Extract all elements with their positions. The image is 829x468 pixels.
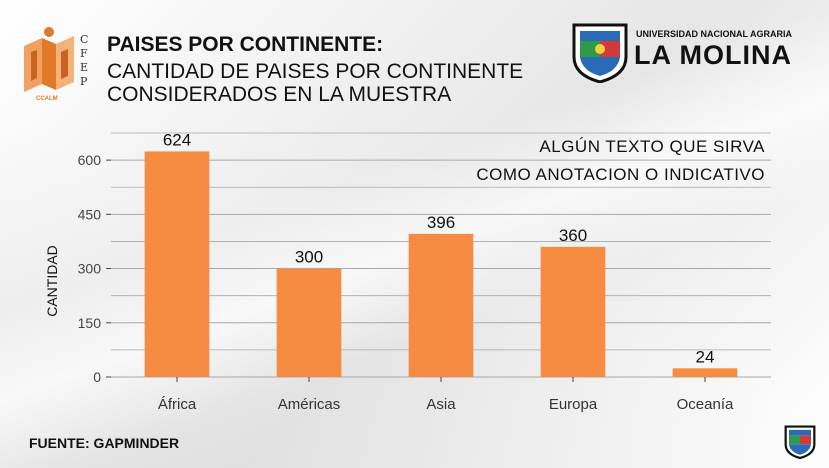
data-label: 300 xyxy=(295,248,323,267)
data-label: 360 xyxy=(559,226,587,245)
y-tick-label: 150 xyxy=(78,315,102,331)
annotation-line-2: COMO ANOTACION O INDICATIVO xyxy=(476,165,765,184)
bar-asia xyxy=(408,233,474,377)
logo-letter-e: E xyxy=(80,61,89,74)
x-tick-label: África xyxy=(158,396,197,413)
x-tick-label: Europa xyxy=(549,396,598,413)
page-title: PAISES POR CONTINENTE: xyxy=(107,33,384,56)
x-tick-label: Asia xyxy=(426,396,456,413)
cfep-logo xyxy=(18,26,96,106)
logo-letter-c: C xyxy=(80,33,89,46)
page-subtitle: CANTIDAD DE PAISES POR CONTINENTE CONSID… xyxy=(107,60,524,106)
y-tick-label: 300 xyxy=(78,261,102,277)
logo-caption: CCALM xyxy=(36,96,58,102)
annotation-line-1: ALGÚN TEXTO QUE SIRVA xyxy=(539,137,765,156)
x-tick-label: Américas xyxy=(278,396,341,413)
logo-letter-p: P xyxy=(80,75,88,88)
source-note: FUENTE: GAPMINDER xyxy=(29,435,180,451)
data-label: 624 xyxy=(163,130,191,149)
bar-europa xyxy=(540,246,606,377)
university-crest-small-icon xyxy=(784,425,816,460)
logo-letter-f: F xyxy=(80,47,88,60)
bar-américas xyxy=(276,268,342,377)
university-name-big: LA MOLINA xyxy=(634,40,792,70)
y-tick-label: 450 xyxy=(78,206,102,222)
y-axis-label: CANTIDAD xyxy=(44,245,60,317)
university-name-small: UNIVERSIDAD NACIONAL AGRARIA xyxy=(636,29,793,39)
bar-oceanía xyxy=(672,368,738,377)
y-tick-label: 0 xyxy=(93,369,101,385)
data-label: 24 xyxy=(696,347,715,366)
x-tick-label: Oceanía xyxy=(677,396,734,413)
university-crest-icon xyxy=(571,23,629,84)
y-tick-label: 600 xyxy=(78,152,102,168)
bar-áfrica xyxy=(144,151,210,377)
data-label: 396 xyxy=(427,213,455,232)
